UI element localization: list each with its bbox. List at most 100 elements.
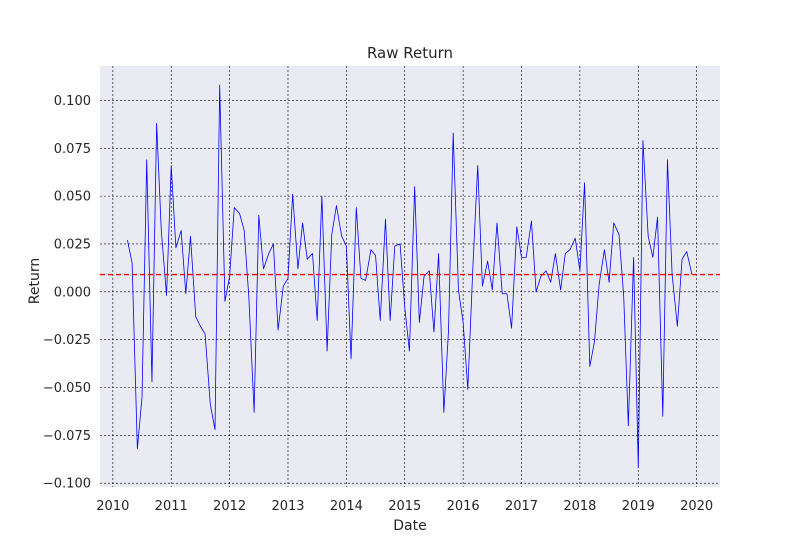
data-point <box>467 389 468 390</box>
data-point <box>404 307 405 308</box>
y-tick-label: −0.075 <box>43 429 91 444</box>
y-tick-label: −0.025 <box>43 333 91 348</box>
data-point <box>200 326 201 327</box>
x-tick-label: 2012 <box>213 499 246 514</box>
data-point <box>350 358 351 359</box>
series-line <box>127 84 693 469</box>
data-point <box>594 341 595 342</box>
x-axis-ticks: 2010 2011 2012 2013 2014 2015 2016 2017 2018 2019… <box>96 499 713 514</box>
data-point <box>579 270 580 271</box>
data-point <box>642 140 643 141</box>
data-point <box>496 222 497 223</box>
data-point <box>137 448 138 449</box>
data-point <box>273 243 274 244</box>
data-point <box>681 259 682 260</box>
x-tick-label: 2011 <box>155 499 188 514</box>
data-point <box>589 366 590 367</box>
data-point <box>667 159 668 160</box>
data-point <box>560 289 561 290</box>
x-tick-label: 2016 <box>447 499 480 514</box>
data-point <box>292 194 293 195</box>
data-point <box>433 331 434 332</box>
y-tick-label: 0.000 <box>54 285 91 300</box>
data-point <box>390 320 391 321</box>
data-point <box>463 322 464 323</box>
data-point <box>175 247 176 248</box>
chart-title: Raw Return <box>367 44 453 62</box>
data-point <box>477 165 478 166</box>
data-point <box>360 278 361 279</box>
data-point <box>190 236 191 237</box>
data-point <box>506 293 507 294</box>
y-tick-label: 0.050 <box>54 190 91 205</box>
data-point <box>331 234 332 235</box>
data-point <box>268 253 269 254</box>
data-point <box>224 301 225 302</box>
data-point <box>229 276 230 277</box>
data-point <box>219 85 220 86</box>
data-point <box>623 295 624 296</box>
data-point <box>127 240 128 241</box>
data-point <box>526 257 527 258</box>
data-point <box>248 297 249 298</box>
data-point <box>380 320 381 321</box>
data-point <box>521 257 522 258</box>
data-point <box>677 326 678 327</box>
data-point <box>302 222 303 223</box>
data-point <box>565 253 566 254</box>
data-point <box>511 328 512 329</box>
data-point <box>536 291 537 292</box>
data-point <box>234 207 235 208</box>
data-point <box>531 220 532 221</box>
data-point <box>540 276 541 277</box>
data-point <box>341 236 342 237</box>
data-point <box>686 251 687 252</box>
y-tick-label: −0.100 <box>43 477 91 492</box>
data-point <box>375 255 376 256</box>
data-point <box>516 226 517 227</box>
y-tick-label: 0.025 <box>54 237 91 252</box>
data-point <box>423 276 424 277</box>
data-point <box>443 412 444 413</box>
y-tick-label: −0.050 <box>43 381 91 396</box>
y-axis-label: Return <box>27 258 43 304</box>
data-point <box>638 467 639 468</box>
data-point <box>633 257 634 258</box>
data-point <box>569 249 570 250</box>
y-tick-label: 0.075 <box>54 142 91 157</box>
data-point <box>584 182 585 183</box>
data-point <box>263 268 264 269</box>
data-point <box>657 217 658 218</box>
data-point <box>307 259 308 260</box>
data-point <box>399 243 400 244</box>
data-point <box>156 123 157 124</box>
data-point <box>652 257 653 258</box>
data-point <box>151 381 152 382</box>
data-point <box>487 261 488 262</box>
data-point <box>277 329 278 330</box>
data-point <box>297 268 298 269</box>
y-tick-label: 0.100 <box>54 94 91 109</box>
data-point <box>394 245 395 246</box>
data-point <box>429 270 430 271</box>
y-axis-ticks: −0.100 −0.075 −0.050 −0.025 0.000 0.025 0.050 0… <box>43 94 91 492</box>
data-point <box>414 186 415 187</box>
data-point <box>326 351 327 352</box>
data-point <box>365 280 366 281</box>
data-point <box>214 429 215 430</box>
x-tick-label: 2013 <box>271 499 304 514</box>
data-point <box>166 295 167 296</box>
data-point <box>575 238 576 239</box>
data-point <box>618 234 619 235</box>
data-point <box>608 282 609 283</box>
data-point <box>492 289 493 290</box>
data-point <box>132 263 133 264</box>
data-point <box>287 278 288 279</box>
data-point <box>613 222 614 223</box>
data-point <box>141 396 142 397</box>
data-point <box>239 213 240 214</box>
x-tick-label: 2010 <box>96 499 129 514</box>
data-point <box>146 159 147 160</box>
data-point <box>181 230 182 231</box>
